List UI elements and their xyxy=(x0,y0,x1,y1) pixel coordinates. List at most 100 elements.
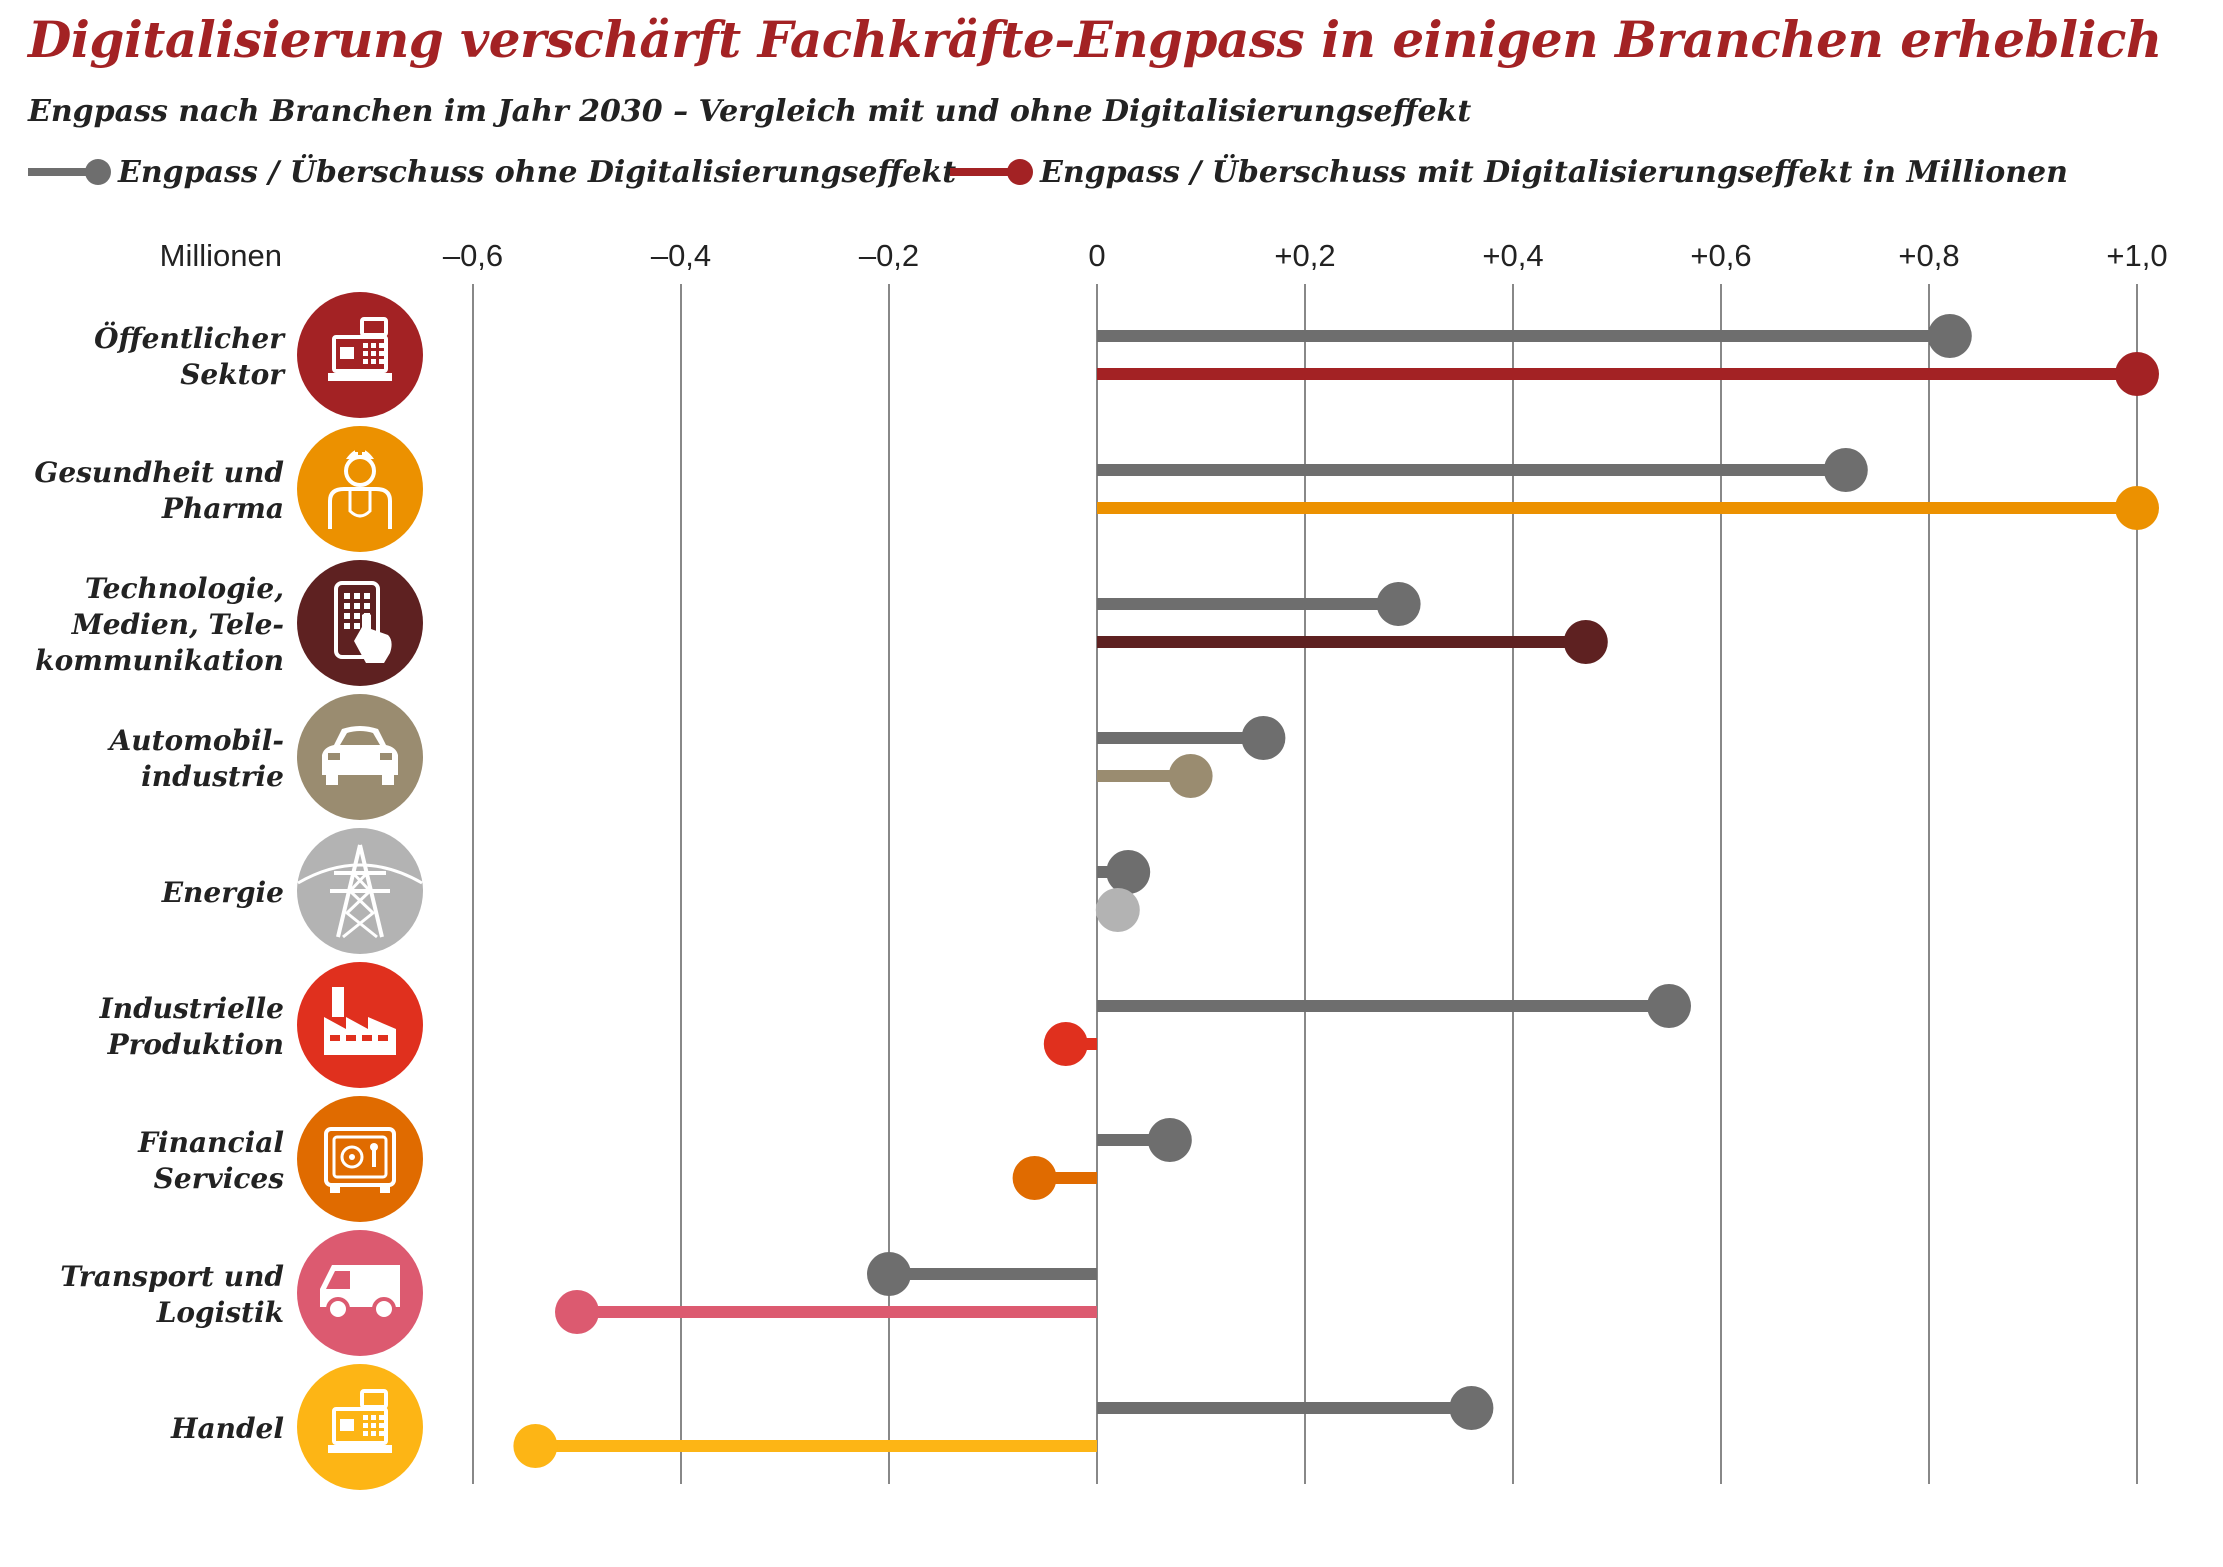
legend-label-mit: Engpass / Überschuss mit Digitalisierung… xyxy=(1040,154,2068,190)
safe-door xyxy=(332,1135,388,1179)
dot-ohne xyxy=(1823,448,1868,492)
x-tick-label: –0,4 xyxy=(651,238,711,273)
van-wheel xyxy=(326,1297,350,1321)
factory-window xyxy=(330,1035,340,1041)
dot-ohne xyxy=(1106,850,1151,894)
phone-key xyxy=(364,603,370,609)
category-label: Öffentlicher xyxy=(94,321,286,355)
legend-label-ohne: Engpass / Überschuss ohne Digitalisierun… xyxy=(118,154,957,190)
register-key xyxy=(371,1415,376,1420)
delivery-van-icon xyxy=(297,1230,423,1356)
register-key xyxy=(363,1415,368,1420)
category-label: Handel xyxy=(170,1412,284,1445)
dot-mit xyxy=(1043,1022,1088,1066)
x-tick-label: +1,0 xyxy=(2106,238,2167,273)
icon-circle xyxy=(297,1096,423,1222)
register-key xyxy=(363,351,368,356)
x-tick-label: 0 xyxy=(1088,238,1105,273)
x-tick-label: –0,6 xyxy=(443,238,503,273)
register-key xyxy=(371,1431,376,1436)
factory-window xyxy=(346,1035,356,1041)
axis-unit-label: Millionen xyxy=(160,238,282,273)
x-tick-label: +0,2 xyxy=(1274,238,1335,273)
category-label: Logistik xyxy=(156,1296,284,1329)
x-tick-label: +0,4 xyxy=(1482,238,1543,273)
register-key xyxy=(379,351,384,356)
safe-icon xyxy=(297,1096,423,1222)
factory-window xyxy=(362,1035,372,1041)
register-key xyxy=(379,1431,384,1436)
register-body xyxy=(332,1407,388,1445)
row-energie: Energie xyxy=(161,828,1151,954)
register-key xyxy=(363,343,368,348)
legend-swatch-ohne xyxy=(28,152,111,192)
dot-ohne xyxy=(867,1252,911,1296)
category-label: Transport und xyxy=(60,1260,284,1293)
power-line xyxy=(297,863,423,885)
pylon-bracing xyxy=(342,871,378,939)
phone-body xyxy=(334,581,380,659)
safe-dial-center xyxy=(349,1154,355,1160)
safe-foot xyxy=(380,1185,390,1193)
category-label: Pharma xyxy=(161,492,284,525)
register-base xyxy=(328,1445,392,1453)
phone-key xyxy=(354,593,360,599)
phone-key xyxy=(344,623,350,629)
x-tick-label: +0,8 xyxy=(1898,238,1959,273)
car-wheel xyxy=(382,775,394,785)
power-pylon-icon xyxy=(297,828,423,954)
x-tick-label: –0,2 xyxy=(859,238,919,273)
van-wheel xyxy=(372,1297,396,1321)
register-key xyxy=(379,343,384,348)
category-label: Industrielle xyxy=(99,992,284,1025)
phone-key xyxy=(354,613,360,619)
register-key xyxy=(363,1423,368,1428)
phone-key xyxy=(344,603,350,609)
register-display xyxy=(360,1389,388,1409)
register-key xyxy=(379,1415,384,1420)
dot-ohne xyxy=(1449,1386,1494,1430)
row-technologie-medien-tele-kommunikation: Technologie,Medien, Tele-kommunikation xyxy=(35,560,1608,686)
row-handel: Handel xyxy=(170,1364,1494,1490)
legend-swatch-mit xyxy=(950,152,1033,192)
phone-key xyxy=(344,613,350,619)
category-label: Financial xyxy=(137,1126,284,1159)
phone-key xyxy=(354,603,360,609)
dot-ohne xyxy=(1927,314,1972,358)
icon-circle xyxy=(297,1364,423,1490)
register-key xyxy=(371,1423,376,1428)
category-label: Services xyxy=(154,1162,285,1195)
category-label: Medien, Tele- xyxy=(71,608,284,641)
register-display xyxy=(360,317,388,337)
cash-register-icon xyxy=(297,292,423,418)
smartphone-touch-icon xyxy=(297,560,423,686)
category-label: Automobil- xyxy=(107,724,284,757)
doctor-head xyxy=(344,455,376,487)
icon-circle xyxy=(297,292,423,418)
category-label: Produktion xyxy=(107,1028,284,1061)
safe-handle-knob xyxy=(370,1143,378,1151)
dot-mit xyxy=(555,1290,599,1334)
safe-dial xyxy=(340,1145,364,1169)
category-label: Sektor xyxy=(180,358,286,391)
car-windshield xyxy=(340,731,380,745)
dot-mit xyxy=(1563,620,1608,664)
doctor-icon xyxy=(297,426,423,552)
category-label: Energie xyxy=(161,876,284,909)
car-body xyxy=(322,726,398,775)
dot-mit xyxy=(513,1424,558,1468)
dot-mit xyxy=(2115,352,2159,396)
dot-ohne xyxy=(1147,1118,1192,1162)
register-slot xyxy=(340,347,354,359)
dot-ohne xyxy=(1241,716,1286,760)
category-label: Technologie, xyxy=(85,572,284,605)
dot-mit xyxy=(1168,754,1213,798)
van-window xyxy=(326,1271,350,1289)
safe-foot xyxy=(330,1185,340,1193)
register-key xyxy=(363,1431,368,1436)
x-tick-label: +0,6 xyxy=(1690,238,1751,273)
phone-key xyxy=(344,593,350,599)
dot-mit xyxy=(1012,1156,1057,1200)
